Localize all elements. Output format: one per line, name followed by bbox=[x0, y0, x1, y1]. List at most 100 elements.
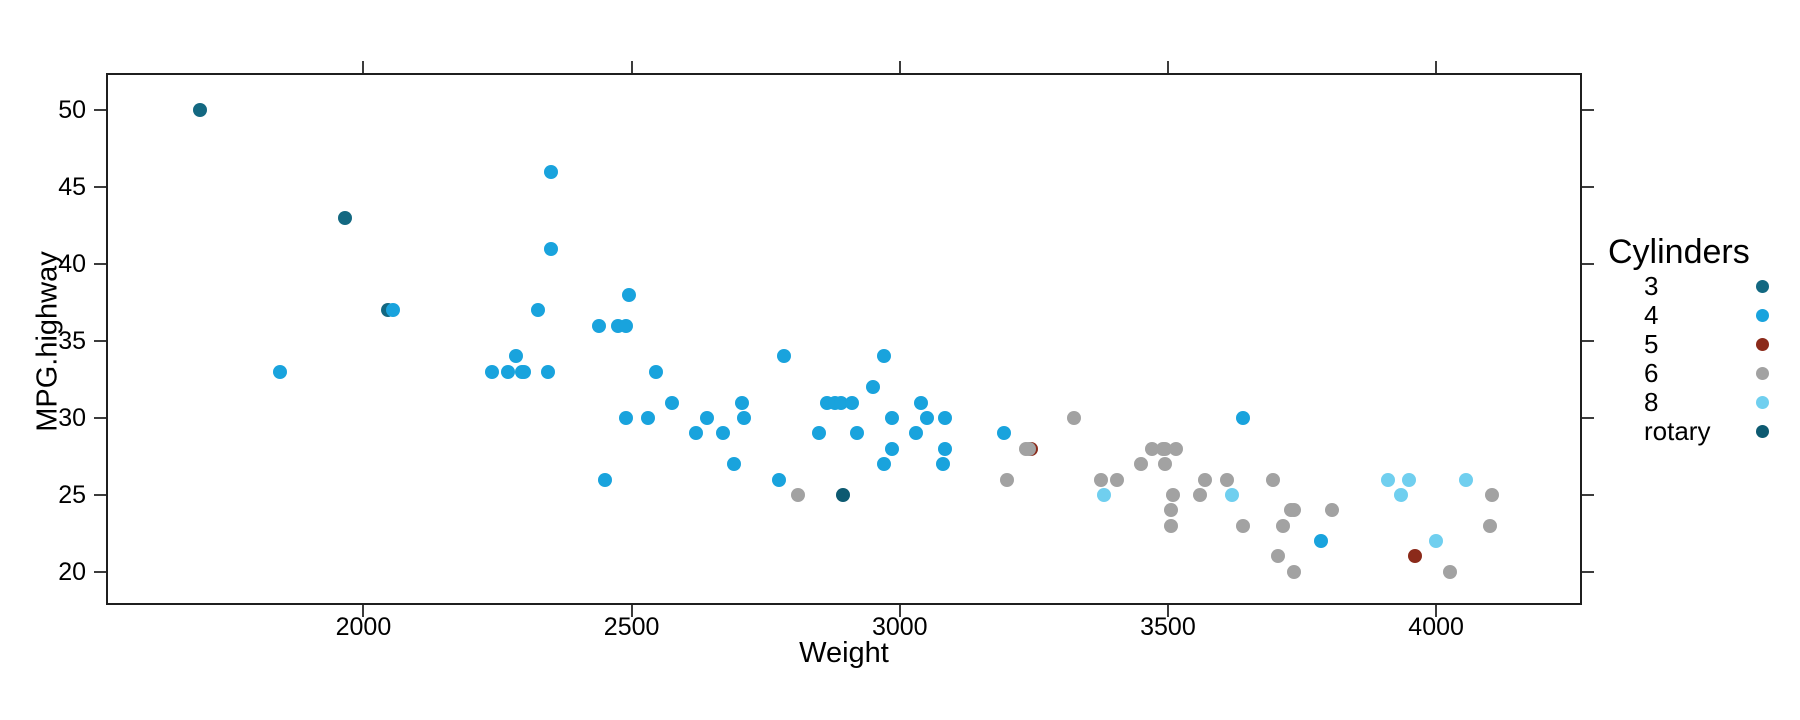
data-point bbox=[876, 349, 891, 364]
data-point bbox=[1402, 472, 1417, 487]
legend-item: 6 bbox=[1600, 359, 1800, 388]
data-point bbox=[1163, 518, 1178, 533]
data-point bbox=[1168, 441, 1183, 456]
y-tick-label: 50 bbox=[58, 95, 86, 124]
data-point bbox=[664, 395, 679, 410]
x-tick bbox=[1166, 605, 1169, 617]
data-point bbox=[541, 364, 556, 379]
x-tick-top bbox=[362, 61, 365, 73]
data-point bbox=[833, 395, 848, 410]
data-point bbox=[1158, 457, 1173, 472]
legend-item-label: 6 bbox=[1644, 358, 1659, 388]
legend-item-marker bbox=[1756, 280, 1769, 293]
data-point bbox=[597, 472, 612, 487]
legend-items: 3 4 5 6 8 rotary bbox=[1600, 272, 1800, 446]
x-tick bbox=[898, 605, 901, 617]
legend-item-marker bbox=[1756, 338, 1769, 351]
y-tick-label: 25 bbox=[58, 480, 86, 509]
data-point bbox=[1158, 441, 1173, 456]
y-tick-right bbox=[1582, 108, 1594, 111]
x-tick-label: 2500 bbox=[603, 613, 660, 641]
data-point bbox=[734, 395, 749, 410]
data-point bbox=[1276, 518, 1291, 533]
y-tick bbox=[94, 262, 106, 265]
data-point bbox=[1193, 487, 1208, 502]
data-point bbox=[997, 426, 1012, 441]
y-tick-right bbox=[1582, 262, 1594, 265]
legend-item-label: 4 bbox=[1644, 300, 1659, 330]
data-point bbox=[648, 364, 663, 379]
x-tick bbox=[1435, 605, 1438, 617]
data-point bbox=[688, 426, 703, 441]
data-point bbox=[849, 426, 864, 441]
data-point bbox=[1458, 472, 1473, 487]
legend-item-marker bbox=[1756, 367, 1769, 380]
y-tick bbox=[94, 416, 106, 419]
y-tick-label: 40 bbox=[58, 249, 86, 278]
data-point bbox=[1096, 487, 1111, 502]
data-point bbox=[772, 472, 787, 487]
data-point bbox=[517, 364, 532, 379]
y-tick bbox=[94, 108, 106, 111]
legend-item: 8 bbox=[1600, 388, 1800, 417]
legend-item: 3 bbox=[1600, 272, 1800, 301]
data-point bbox=[726, 457, 741, 472]
data-point bbox=[640, 410, 655, 425]
x-tick-top bbox=[1166, 61, 1169, 73]
data-point bbox=[919, 410, 934, 425]
data-point bbox=[1000, 472, 1015, 487]
data-point bbox=[1442, 564, 1457, 579]
x-tick bbox=[630, 605, 633, 617]
data-point bbox=[1021, 441, 1036, 456]
data-point bbox=[1219, 472, 1234, 487]
y-tick-label: 30 bbox=[58, 403, 86, 432]
data-point bbox=[938, 410, 953, 425]
data-point bbox=[1163, 503, 1178, 518]
data-point bbox=[865, 380, 880, 395]
data-point bbox=[501, 364, 516, 379]
data-point bbox=[544, 241, 559, 256]
y-tick-right bbox=[1582, 493, 1594, 496]
y-tick-label: 45 bbox=[58, 172, 86, 201]
data-point bbox=[836, 487, 851, 502]
plot-area bbox=[106, 73, 1582, 605]
data-point bbox=[1166, 487, 1181, 502]
legend-item-label: 5 bbox=[1644, 329, 1659, 359]
data-point bbox=[544, 164, 559, 179]
data-point bbox=[1109, 472, 1124, 487]
data-point bbox=[777, 349, 792, 364]
data-point bbox=[273, 364, 288, 379]
data-point bbox=[530, 303, 545, 318]
data-point bbox=[619, 318, 634, 333]
data-point bbox=[715, 426, 730, 441]
x-tick-label: 3000 bbox=[871, 613, 928, 641]
data-point bbox=[621, 287, 636, 302]
data-point bbox=[592, 318, 607, 333]
y-axis-title: MPG.highway bbox=[31, 251, 64, 432]
data-point bbox=[1198, 472, 1213, 487]
data-point bbox=[1270, 549, 1285, 564]
data-point bbox=[1380, 472, 1395, 487]
x-tick bbox=[362, 605, 365, 617]
data-point bbox=[812, 426, 827, 441]
y-tick-label: 35 bbox=[58, 326, 86, 355]
legend-item-marker bbox=[1756, 425, 1769, 438]
data-point bbox=[1236, 518, 1251, 533]
data-point bbox=[1394, 487, 1409, 502]
y-tick-right bbox=[1582, 339, 1594, 342]
legend-item-marker bbox=[1756, 396, 1769, 409]
legend-item-label: 3 bbox=[1644, 271, 1659, 301]
data-point bbox=[935, 457, 950, 472]
y-tick-right bbox=[1582, 570, 1594, 573]
legend-item-label: 8 bbox=[1644, 387, 1659, 417]
legend-item: rotary bbox=[1600, 417, 1800, 446]
legend-item-marker bbox=[1756, 309, 1769, 322]
data-point bbox=[1093, 472, 1108, 487]
data-point bbox=[1407, 549, 1422, 564]
y-tick bbox=[94, 339, 106, 342]
data-point bbox=[337, 210, 352, 225]
data-point bbox=[876, 457, 891, 472]
data-point bbox=[737, 410, 752, 425]
legend: Cylinders 3 4 5 6 8 rotary bbox=[1600, 232, 1800, 446]
